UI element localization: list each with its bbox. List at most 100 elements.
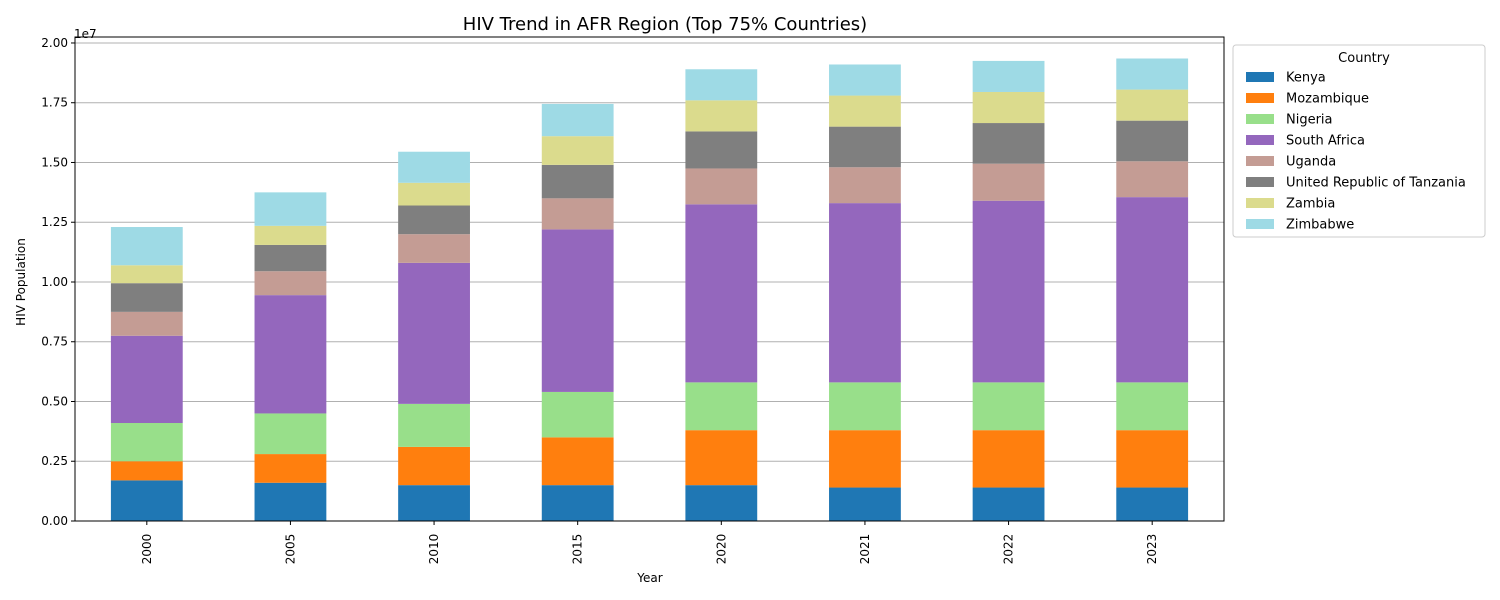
bar-segment-united-republic-of-tanzania (972, 123, 1045, 164)
bar-segment-zambia (398, 182, 470, 206)
legend-label: South Africa (1286, 134, 1365, 149)
bar-segment-united-republic-of-tanzania (110, 283, 183, 312)
x-tick-label: 2021 (858, 534, 872, 565)
legend-label: Zimbabwe (1286, 218, 1354, 233)
y-tick-label: 0.75 (41, 335, 68, 349)
y-tick-label: 1.00 (41, 275, 68, 289)
x-tick-label: 2022 (1002, 534, 1016, 565)
legend-label: United Republic of Tanzania (1286, 176, 1466, 191)
gridlines (75, 42, 1224, 522)
bar-segment-kenya (1116, 487, 1189, 521)
legend: Country Kenya Mozambique Nigeria South Afri… (1232, 44, 1486, 238)
bar-segment-united-republic-of-tanzania (829, 126, 901, 168)
bar-segment-uganda (1116, 161, 1189, 198)
legend-label: Zambia (1286, 197, 1335, 212)
bar-segment-nigeria (541, 391, 614, 438)
bar-segment-nigeria (829, 382, 901, 431)
bar-stack-2015 (541, 103, 614, 521)
bar-segment-united-republic-of-tanzania (685, 131, 758, 169)
bar-segment-united-republic-of-tanzania (541, 164, 614, 199)
bar-segment-uganda (254, 271, 327, 296)
bar-segment-uganda (685, 168, 758, 205)
y-tick-label: 0.50 (41, 394, 68, 408)
axis-ticks: 0.00 0.25 0.50 0.75 1.00 1.25 1.50 1.75 2.00 2000… (41, 36, 1159, 564)
bar-segment-mozambique (972, 430, 1045, 488)
bar-segment-mozambique (829, 430, 901, 488)
bar-segment-zambia (541, 136, 614, 165)
y-axis-label: HIV Population (14, 238, 28, 326)
bar-segment-south-africa (1116, 197, 1189, 383)
legend-label: Kenya (1286, 71, 1326, 86)
x-tick-label: 2010 (427, 534, 441, 565)
bar-segment-mozambique (541, 437, 614, 486)
bar-segment-nigeria (685, 382, 758, 431)
bar-segment-nigeria (972, 382, 1045, 431)
x-tick-label: 2015 (571, 534, 585, 565)
x-axis-label: Year (636, 571, 662, 585)
bar-segment-uganda (541, 198, 614, 230)
bar-segment-zambia (685, 100, 758, 132)
bar-stack-2000 (110, 227, 183, 521)
chart-title: HIV Trend in AFR Region (Top 75% Countri… (463, 14, 867, 35)
bar-segment-mozambique (110, 461, 183, 481)
bars (110, 58, 1189, 521)
bar-segment-kenya (972, 487, 1045, 521)
y-tick-label: 1.50 (41, 155, 68, 169)
bar-segment-south-africa (972, 200, 1045, 383)
bar-segment-zimbabwe (254, 192, 327, 226)
legend-title: Country (1338, 51, 1390, 66)
bar-segment-zimbabwe (1116, 58, 1189, 90)
legend-label: Mozambique (1286, 92, 1369, 107)
bar-segment-zambia (829, 95, 901, 127)
bar-segment-zimbabwe (685, 69, 758, 101)
x-tick-label: 2005 (283, 534, 297, 565)
bar-segment-mozambique (1116, 430, 1189, 488)
legend-swatch (1246, 72, 1274, 82)
legend-swatch (1246, 198, 1274, 208)
bar-stack-2020 (685, 69, 758, 521)
y-tick-label: 2.00 (41, 36, 68, 50)
bar-segment-kenya (398, 485, 470, 521)
bar-segment-south-africa (685, 204, 758, 383)
bar-segment-south-africa (829, 203, 901, 383)
y-axis-scale-note: 1e7 (74, 27, 97, 41)
legend-swatch (1246, 219, 1274, 229)
bar-segment-south-africa (254, 295, 327, 414)
bar-stack-2022 (972, 60, 1045, 521)
bar-segment-kenya (685, 485, 758, 521)
legend-frame (1232, 44, 1486, 238)
bar-segment-mozambique (254, 454, 327, 483)
bar-segment-zimbabwe (110, 227, 183, 266)
bar-segment-nigeria (1116, 382, 1189, 431)
legend-label: Uganda (1286, 155, 1336, 170)
bar-segment-zambia (1116, 89, 1189, 121)
bar-segment-zimbabwe (398, 151, 470, 183)
bar-segment-kenya (829, 487, 901, 521)
bar-segment-united-republic-of-tanzania (254, 244, 327, 272)
bar-segment-zimbabwe (972, 60, 1045, 92)
x-tick-label: 2020 (714, 534, 728, 565)
bar-segment-zambia (972, 91, 1045, 124)
legend-swatch (1246, 114, 1274, 124)
bar-segment-zambia (110, 265, 183, 284)
bar-stack-2023 (1116, 58, 1189, 521)
bar-segment-south-africa (110, 335, 183, 424)
bar-stack-2005 (254, 192, 327, 521)
legend-swatch (1246, 156, 1274, 166)
axes-frame (74, 36, 1225, 522)
bar-segment-mozambique (685, 430, 758, 486)
y-tick-label: 0.25 (41, 454, 68, 468)
bar-segment-nigeria (254, 413, 327, 455)
y-tick-label: 1.25 (41, 215, 68, 229)
legend-items: Kenya Mozambique Nigeria South Africa Uganda… (1246, 71, 1466, 233)
bar-segment-united-republic-of-tanzania (1116, 120, 1189, 162)
bar-segment-zimbabwe (541, 103, 614, 137)
bar-stack-2021 (829, 64, 901, 521)
bar-segment-zambia (254, 225, 327, 245)
bar-segment-kenya (541, 485, 614, 521)
bar-segment-united-republic-of-tanzania (398, 205, 470, 235)
bar-segment-kenya (254, 482, 327, 521)
bar-segment-south-africa (541, 229, 614, 392)
y-tick-label: 1.75 (41, 96, 68, 110)
